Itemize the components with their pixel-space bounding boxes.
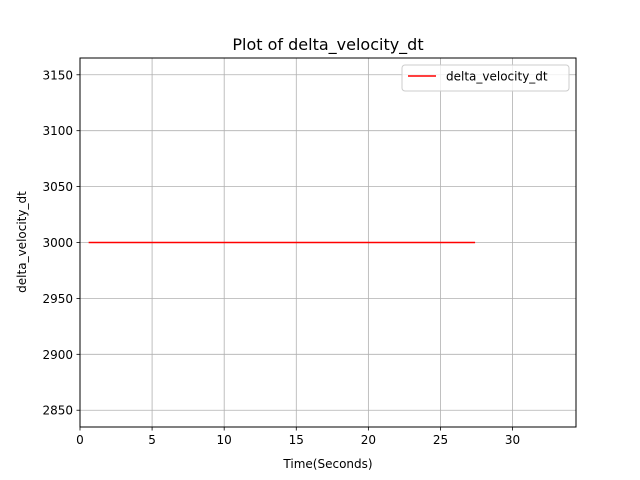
x-tick-label: 30 xyxy=(505,433,520,447)
x-tick-label: 20 xyxy=(361,433,376,447)
y-axis-label: delta_velocity_dt xyxy=(15,191,29,293)
y-tick-label: 2850 xyxy=(42,404,73,418)
y-axis: 2850 2900 2950 3000 3050 3100 3150 xyxy=(42,68,80,418)
y-tick-label: 3000 xyxy=(42,236,73,250)
chart-title: Plot of delta_velocity_dt xyxy=(232,35,423,55)
y-tick-label: 3050 xyxy=(42,180,73,194)
x-axis: 0 5 10 15 20 25 30 xyxy=(76,427,520,447)
y-tick-label: 2900 xyxy=(42,348,73,362)
legend: delta_velocity_dt xyxy=(401,64,570,92)
legend-box xyxy=(401,64,570,92)
x-tick-label: 25 xyxy=(433,433,448,447)
x-tick-label: 5 xyxy=(148,433,156,447)
x-axis-label: Time(Seconds) xyxy=(282,457,372,471)
y-tick-label: 3150 xyxy=(42,68,73,82)
x-tick-label: 0 xyxy=(76,433,84,447)
y-tick-label: 3100 xyxy=(42,124,73,138)
x-tick-label: 15 xyxy=(289,433,304,447)
y-tick-label: 2950 xyxy=(42,292,73,306)
x-tick-label: 10 xyxy=(217,433,232,447)
legend-label: delta_velocity_dt xyxy=(446,70,548,84)
